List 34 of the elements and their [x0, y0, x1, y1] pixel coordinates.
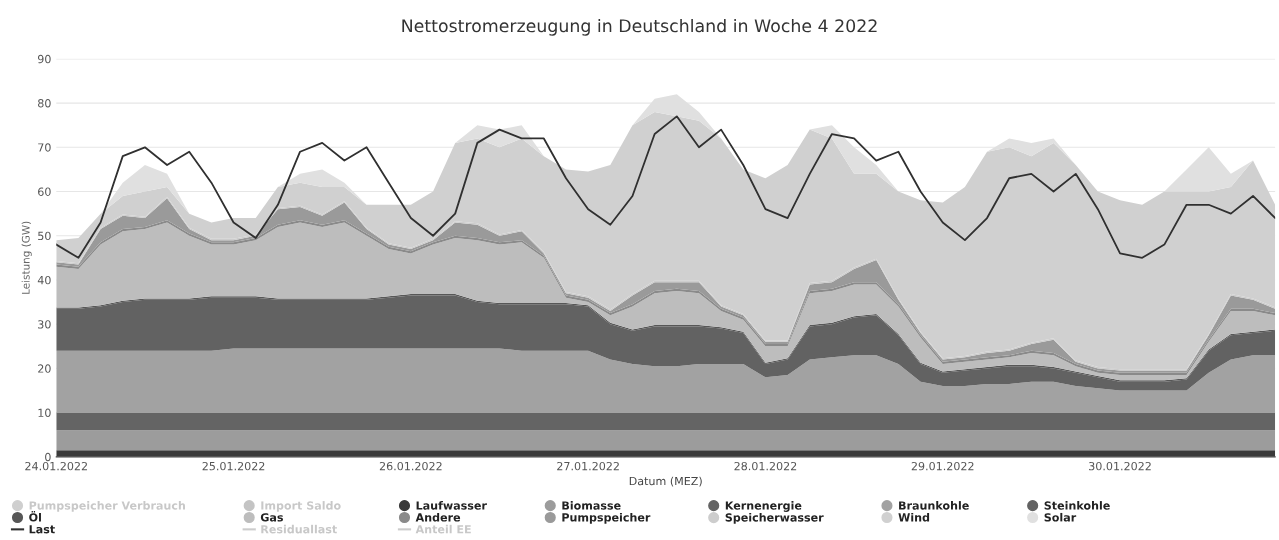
legend-label: Solar	[1044, 512, 1077, 522]
legend-label: Steinkohle	[1044, 501, 1110, 510]
line-series	[56, 115, 1276, 259]
legend-label: Pumpspeicher	[562, 512, 651, 524]
legend-label: Öl	[29, 511, 41, 522]
y-tick-label: 60	[38, 187, 51, 196]
x-tick-label: 27.01.2022	[557, 461, 619, 471]
legend-label: Braunkohle	[899, 501, 969, 510]
x-tick-label: 24.01.2022	[25, 461, 87, 471]
legend-label: Last	[29, 525, 55, 534]
y-tick-label: 50	[38, 231, 51, 241]
y-tick-label: 30	[38, 320, 51, 329]
x-tick-label: 28.01.2022	[734, 461, 797, 471]
x-tick-label: 25.01.2022	[202, 461, 265, 471]
y-tick-label: 10	[38, 408, 51, 417]
legend-label: Andere	[415, 512, 461, 522]
y-axis-title: Leistung (GW)	[21, 221, 32, 294]
y-tick-label: 40	[37, 275, 51, 285]
x-tick-label: 26.01.2022	[379, 461, 442, 471]
legend-label: Biomasse	[562, 501, 621, 510]
legend-label: Laufwasser	[416, 501, 487, 510]
y-tick-label: 70	[38, 143, 51, 152]
legend-label: Kernenergie	[725, 501, 802, 512]
y-tick-label: 90	[37, 54, 51, 64]
legend-label: Wind	[898, 512, 930, 522]
y-tick-label: 80	[38, 99, 51, 108]
x-axis-title: Datum (MEZ)	[629, 476, 702, 487]
legend-label: Speicherwasser	[725, 513, 824, 524]
y-tick-label: 20	[38, 364, 51, 373]
y-tick-label: 0	[45, 452, 51, 462]
x-tick-label: 29.01.2022	[911, 461, 974, 471]
legend-label: Gas	[260, 513, 283, 522]
chart-title: Nettostromerzeugung in Deutschland in Woche 4 2022	[402, 18, 877, 36]
x-tick-label: 30.01.2022	[1089, 461, 1151, 471]
